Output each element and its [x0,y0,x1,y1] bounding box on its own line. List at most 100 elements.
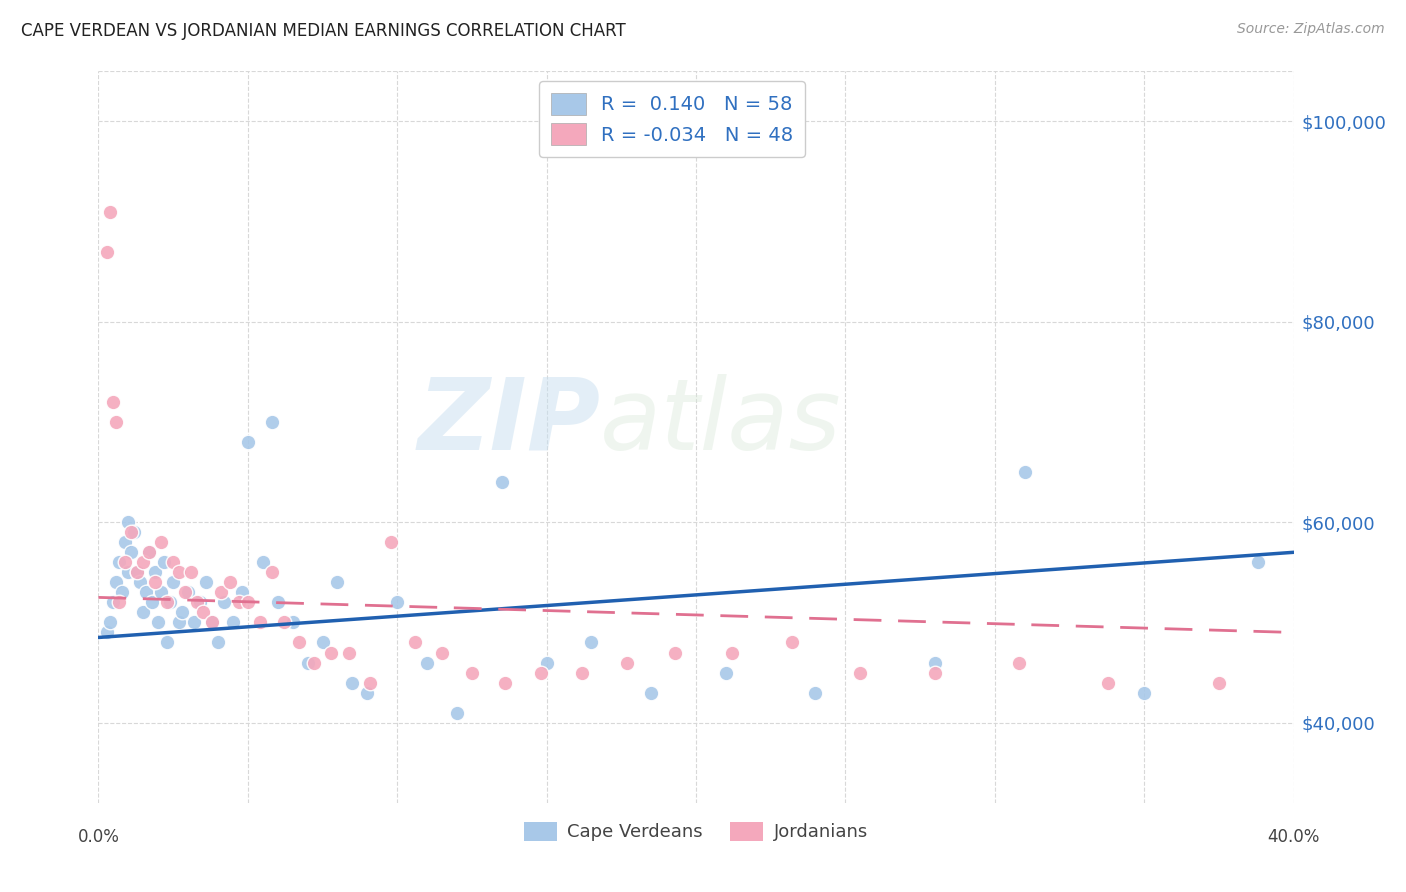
Point [207,635,229,649]
Point [212,595,235,609]
Point [201,615,224,630]
Point [96,244,118,259]
Point [132,555,155,569]
Point [302,656,325,670]
Point [267,595,290,609]
Point [191,606,214,620]
Point [172,606,194,620]
Point [141,595,163,609]
Point [105,575,128,590]
Point [714,665,737,680]
Point [156,635,179,649]
Point [153,555,176,569]
Point [108,555,131,569]
Text: 40.0%: 40.0% [1267,828,1320,846]
Point [143,575,166,590]
Point [640,685,662,699]
Point [430,646,453,660]
Point [162,555,184,569]
Point [143,566,166,580]
Point [124,525,146,540]
Point [664,646,686,660]
Point [150,585,173,599]
Point [183,615,205,630]
Point [380,535,402,549]
Point [167,615,190,630]
Point [138,545,160,559]
Point [281,615,304,630]
Point [148,615,170,630]
Point [404,635,426,649]
Point [571,665,593,680]
Text: 0.0%: 0.0% [77,828,120,846]
Point [287,635,309,649]
Point [120,525,142,540]
Point [105,415,128,429]
Point [96,625,118,640]
Point [359,675,381,690]
Point [461,665,484,680]
Point [849,665,872,680]
Point [356,685,378,699]
Point [236,435,259,450]
Point [1247,555,1270,569]
Point [260,415,283,429]
Point [162,575,184,590]
Point [103,595,125,609]
Point [804,685,827,699]
Legend: Cape Verdeans, Jordanians: Cape Verdeans, Jordanians [517,814,875,848]
Point [111,585,134,599]
Point [416,656,439,670]
Text: ZIP: ZIP [418,374,600,471]
Point [222,615,245,630]
Point [536,656,558,670]
Text: Source: ZipAtlas.com: Source: ZipAtlas.com [1237,22,1385,37]
Point [581,635,603,649]
Point [249,615,271,630]
Point [209,585,232,599]
Point [120,545,142,559]
Point [150,535,173,549]
Point [138,545,160,559]
Point [167,566,190,580]
Point [1014,465,1036,479]
Point [385,595,409,609]
Point [342,675,364,690]
Point [127,566,149,580]
Point [228,595,250,609]
Point [219,575,242,590]
Point [339,646,361,660]
Point [177,585,200,599]
Point [132,606,155,620]
Point [195,575,218,590]
Point [117,566,139,580]
Point [1008,656,1031,670]
Point [297,656,319,670]
Point [252,555,274,569]
Point [114,555,136,569]
Point [721,646,744,660]
Point [1208,675,1230,690]
Point [186,595,208,609]
Point [273,615,295,630]
Point [174,585,197,599]
Point [231,585,253,599]
Point [311,635,333,649]
Point [159,595,181,609]
Point [491,475,513,490]
Point [108,595,131,609]
Point [98,204,122,219]
Point [780,635,803,649]
Point [446,706,468,720]
Point [98,615,122,630]
Point [260,566,283,580]
Point [135,585,157,599]
Point [1133,685,1156,699]
Point [494,675,516,690]
Point [326,575,349,590]
Point [236,595,259,609]
Point [114,535,136,549]
Point [530,665,553,680]
Point [117,515,139,529]
Point [188,595,211,609]
